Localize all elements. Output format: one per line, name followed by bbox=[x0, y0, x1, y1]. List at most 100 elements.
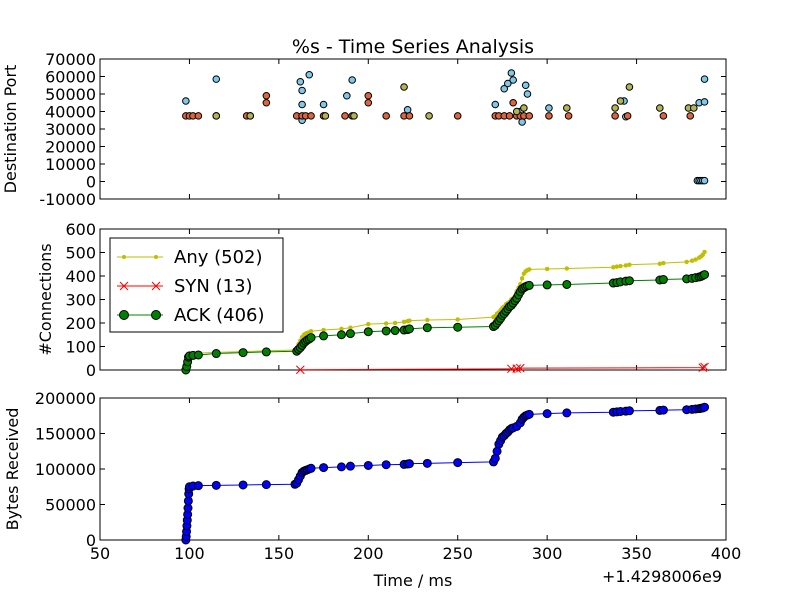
data-point bbox=[524, 409, 534, 419]
data-point bbox=[308, 328, 314, 334]
data-point bbox=[542, 280, 552, 290]
y-axis-label: #Connections bbox=[36, 243, 55, 355]
data-point bbox=[383, 321, 389, 326]
y-tick-label: 200 bbox=[65, 314, 96, 333]
data-point bbox=[211, 480, 221, 490]
scatter-point bbox=[525, 112, 534, 120]
data-point bbox=[319, 331, 329, 341]
y-tick-label: 50000 bbox=[45, 85, 96, 104]
scatter-point bbox=[296, 77, 305, 86]
scatter-point bbox=[194, 112, 203, 120]
legend: Any (502) SYN (13) ACK (406) bbox=[109, 237, 284, 333]
chart-title: %s - Time Series Analysis bbox=[292, 36, 534, 58]
scatter-point bbox=[364, 91, 373, 100]
data-point bbox=[193, 350, 203, 360]
scatter-point bbox=[563, 104, 571, 112]
scatter-point bbox=[521, 81, 530, 90]
scatter-point bbox=[343, 91, 351, 100]
y-tick-label: 500 bbox=[65, 244, 96, 263]
x-tick-label: 150 bbox=[264, 544, 295, 563]
scatter-point bbox=[212, 75, 221, 83]
data-point bbox=[519, 276, 525, 281]
scatter-point bbox=[403, 105, 412, 114]
data-point bbox=[336, 330, 346, 340]
y-tick-label: -10000 bbox=[39, 190, 96, 209]
y-tick-label: 60000 bbox=[45, 68, 96, 87]
y-tick-label: 100000 bbox=[35, 460, 96, 479]
scatter-point bbox=[611, 104, 619, 112]
scatter-point bbox=[611, 112, 619, 120]
data-point bbox=[363, 327, 373, 337]
data-point bbox=[238, 348, 248, 358]
scatter-point bbox=[700, 176, 709, 185]
data-point bbox=[627, 262, 632, 267]
scatter-point bbox=[307, 112, 315, 120]
data-point bbox=[390, 326, 400, 336]
scatter-point bbox=[564, 112, 573, 120]
y-tick-label: 50000 bbox=[45, 496, 96, 515]
scatter-point bbox=[623, 112, 632, 120]
data-point bbox=[345, 461, 355, 471]
y-tick-label: 300 bbox=[65, 291, 96, 310]
panel-2: Any (502) SYN (13) ACK (406) bbox=[99, 228, 727, 375]
x-tick-label: 100 bbox=[174, 544, 205, 563]
scatter-point bbox=[520, 104, 528, 112]
scatter-point bbox=[364, 98, 373, 107]
scatter-point bbox=[348, 76, 356, 84]
data-point bbox=[702, 249, 707, 255]
panel-3 bbox=[99, 397, 727, 545]
data-point bbox=[658, 275, 668, 285]
scatter-point bbox=[341, 112, 349, 120]
data-point bbox=[512, 364, 522, 373]
scatter-point bbox=[700, 98, 709, 106]
scatter-point bbox=[500, 84, 509, 93]
scatter-point bbox=[545, 112, 553, 120]
x-tick-label: 200 bbox=[353, 544, 384, 563]
scatter-point bbox=[321, 112, 330, 120]
data-point bbox=[524, 280, 534, 290]
panel-1 bbox=[99, 58, 727, 200]
data-point bbox=[515, 363, 525, 373]
data-point bbox=[319, 463, 329, 473]
data-point bbox=[425, 317, 430, 323]
scatter-point bbox=[319, 100, 328, 109]
legend-marker bbox=[119, 310, 129, 320]
data-point bbox=[527, 267, 532, 272]
data-point bbox=[366, 321, 371, 327]
data-point bbox=[618, 263, 623, 269]
data-point bbox=[422, 323, 432, 333]
data-point bbox=[345, 329, 355, 339]
y-tick-label: 40000 bbox=[45, 103, 96, 122]
legend-marker bbox=[122, 255, 126, 259]
scatter-point bbox=[523, 90, 532, 98]
scatter-point bbox=[453, 112, 462, 120]
y-tick-label: 150000 bbox=[35, 425, 96, 444]
scatter-point bbox=[686, 112, 695, 120]
x-tick-label: 50 bbox=[90, 544, 110, 563]
y-tick-label: 200000 bbox=[35, 389, 96, 408]
data-point bbox=[698, 363, 708, 373]
data-point bbox=[381, 460, 391, 470]
scatter-point bbox=[545, 104, 553, 112]
y-tick-label: 0 bbox=[86, 173, 96, 192]
data-point bbox=[401, 319, 407, 325]
scatter-point bbox=[491, 100, 500, 109]
y-tick-label: 0 bbox=[86, 361, 96, 380]
scatter-point bbox=[350, 112, 358, 120]
scatter-point bbox=[405, 112, 414, 120]
x-tick-label: 400 bbox=[711, 544, 742, 563]
scatter-point bbox=[298, 86, 306, 95]
data-point bbox=[658, 405, 668, 415]
data-point bbox=[657, 261, 663, 267]
legend-marker bbox=[154, 255, 158, 259]
scatter-point bbox=[659, 112, 668, 120]
y-tick-label: 20000 bbox=[45, 138, 96, 157]
legend-label: Any (502) bbox=[174, 247, 263, 268]
legend-marker bbox=[151, 310, 161, 320]
scatter-point bbox=[298, 100, 306, 109]
x-tick-label: 350 bbox=[621, 544, 652, 563]
data-point bbox=[544, 266, 550, 272]
y-tick-label: 10000 bbox=[45, 155, 96, 174]
data-point bbox=[564, 266, 570, 271]
data-point bbox=[611, 265, 616, 270]
